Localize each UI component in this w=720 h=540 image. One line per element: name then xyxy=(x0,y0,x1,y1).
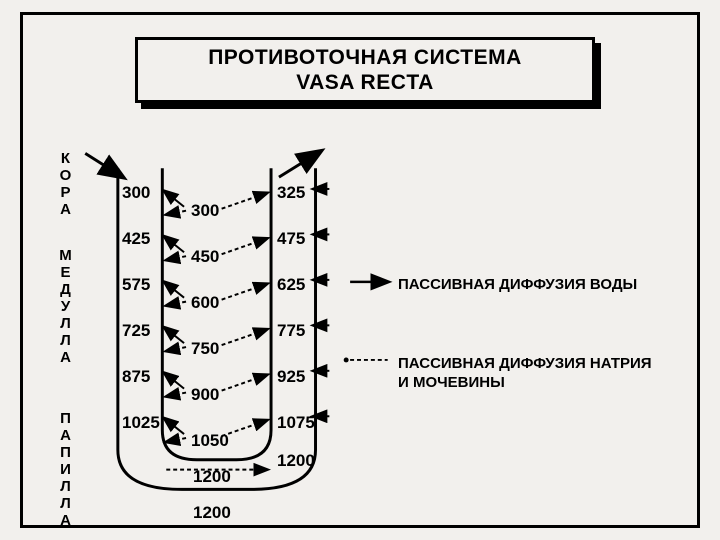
right-value: 1200 xyxy=(277,451,315,471)
right-value: 1075 xyxy=(277,413,315,433)
center-value: 600 xyxy=(191,293,219,313)
left-value: 575 xyxy=(122,275,150,295)
legend-solute-line1: ПАССИВНАЯ ДИФФУЗИЯ НАТРИЯ xyxy=(398,355,652,372)
legend-solute-line2: И МОЧЕВИНЫ xyxy=(398,374,505,391)
diagram-svg xyxy=(23,15,697,525)
center-value: 900 xyxy=(191,385,219,405)
right-value: 775 xyxy=(277,321,305,341)
right-value: 625 xyxy=(277,275,305,295)
bottom-value: 1200 xyxy=(193,503,231,523)
left-value: 875 xyxy=(122,367,150,387)
center-value: 750 xyxy=(191,339,219,359)
center-value: 450 xyxy=(191,247,219,267)
legend-solute-text: ПАССИВНАЯ ДИФФУЗИЯ НАТРИЯ И МОЧЕВИНЫ xyxy=(398,355,718,393)
left-value: 725 xyxy=(122,321,150,341)
outer-frame: ПРОТИВОТОЧНАЯ СИСТЕМА VASA RECTA КОРАМЕД… xyxy=(20,12,700,528)
center-value: 1050 xyxy=(191,431,229,451)
center-value: 1200 xyxy=(193,467,231,487)
left-value: 1025 xyxy=(122,413,160,433)
left-value: 425 xyxy=(122,229,150,249)
right-value: 325 xyxy=(277,183,305,203)
legend-water-text: ПАССИВНАЯ ДИФФУЗИЯ ВОДЫ xyxy=(398,276,718,295)
right-value: 925 xyxy=(277,367,305,387)
right-value: 475 xyxy=(277,229,305,249)
left-value: 300 xyxy=(122,183,150,203)
center-value: 300 xyxy=(191,201,219,221)
inflow-arrow xyxy=(85,153,123,177)
legend-solute-marker xyxy=(344,357,388,362)
